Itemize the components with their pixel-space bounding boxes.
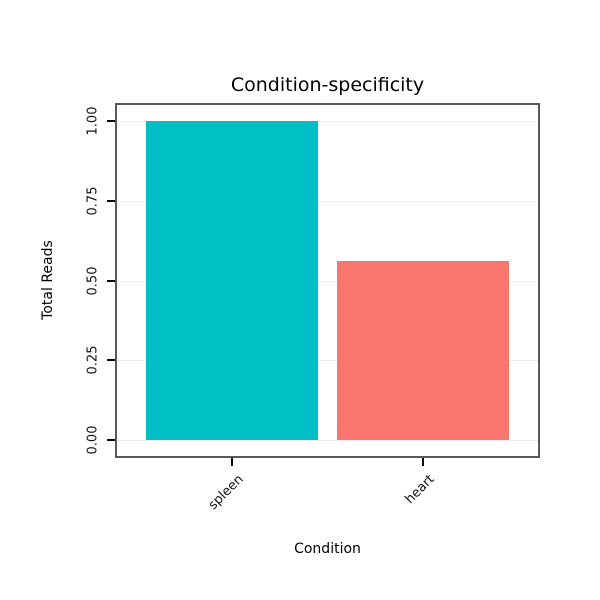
- y-axis-tick: [107, 359, 115, 362]
- y-tick-label: 0.50: [85, 266, 101, 295]
- y-axis-tick: [107, 279, 115, 282]
- y-axis-tick: [107, 119, 115, 122]
- gridline: [117, 280, 538, 282]
- plot-panel: [115, 103, 540, 458]
- y-tick-label: 0.75: [85, 186, 101, 216]
- gridline: [117, 200, 538, 202]
- gridline: [117, 120, 538, 122]
- y-axis-tick: [107, 199, 115, 202]
- y-tick-label: 1.00: [85, 106, 101, 136]
- x-tick-label: heart: [402, 472, 438, 508]
- x-axis-title: Condition: [294, 541, 361, 557]
- bar-spleen: [145, 120, 318, 441]
- gridline: [117, 360, 538, 362]
- gridline: [117, 440, 538, 442]
- x-axis-tick: [422, 458, 425, 466]
- y-axis-title: Total Reads: [40, 240, 56, 320]
- x-tick-label: spleen: [205, 472, 247, 513]
- y-tick-label: 0.00: [85, 425, 101, 455]
- x-axis-tick: [230, 458, 233, 466]
- y-tick-label: 0.25: [85, 345, 101, 375]
- y-axis-tick: [107, 439, 115, 442]
- chart-title: Condition-specificity: [230, 74, 425, 96]
- bar-heart: [337, 261, 510, 441]
